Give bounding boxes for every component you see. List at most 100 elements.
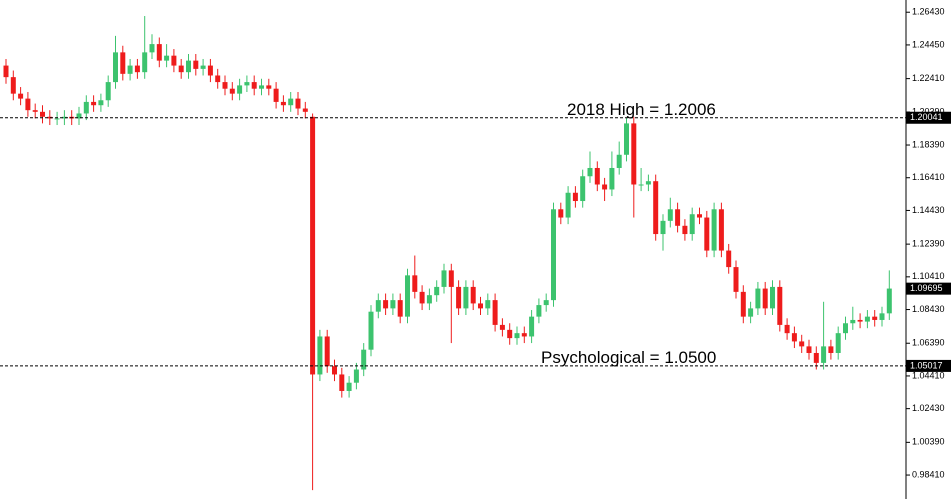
candle-body xyxy=(332,366,337,375)
candle-body xyxy=(273,88,279,102)
y-tick-label: 1.06390 xyxy=(912,338,945,348)
candle-body xyxy=(478,303,483,309)
candle-body xyxy=(47,116,53,119)
candle-body xyxy=(288,98,294,106)
candle-body xyxy=(3,65,9,78)
candle-body xyxy=(375,300,381,312)
candle-body xyxy=(346,382,352,391)
candle-body xyxy=(551,209,556,301)
candle-body xyxy=(98,100,104,106)
candle-body xyxy=(514,333,520,339)
candle-body xyxy=(784,324,790,334)
candle-body xyxy=(740,291,746,317)
candle-body xyxy=(485,300,491,309)
candle-body xyxy=(587,167,593,177)
candle-body xyxy=(565,192,571,218)
y-tick-label: 1.02430 xyxy=(912,403,945,413)
candle-body xyxy=(295,98,301,109)
candle-body xyxy=(609,167,615,190)
candle-body xyxy=(324,336,330,367)
y-tick-label: 1.14430 xyxy=(912,205,945,215)
candle-body xyxy=(821,346,827,363)
y-tick-label: 1.00390 xyxy=(912,437,945,447)
candle-body xyxy=(572,192,578,202)
candle-body xyxy=(237,85,243,94)
candle-body xyxy=(32,110,38,112)
candle-body xyxy=(748,308,754,317)
candle-body xyxy=(675,209,681,226)
candle-body xyxy=(791,333,797,342)
candle-body xyxy=(259,85,264,89)
y-tick-label: 1.20390 xyxy=(912,106,945,116)
candle-body xyxy=(127,65,133,74)
candle-body xyxy=(339,374,345,391)
candle-body xyxy=(777,286,783,325)
y-tick-label: 1.08430 xyxy=(912,304,945,314)
candle-body xyxy=(470,286,476,304)
candle-body xyxy=(697,214,702,218)
candle-body xyxy=(835,333,841,353)
candle-body xyxy=(755,288,761,309)
candle-body xyxy=(594,167,600,185)
y-tick-label: 1.24450 xyxy=(912,39,945,49)
price-label: 1.05017 xyxy=(910,360,943,370)
candle-body xyxy=(200,65,206,69)
candle-body xyxy=(726,250,732,268)
candle-body xyxy=(25,98,31,111)
candle-body xyxy=(886,288,892,314)
current-price-label: 1.09695 xyxy=(910,283,943,293)
candle-body xyxy=(799,341,805,347)
price-label: 1.20041 xyxy=(910,112,943,122)
candle-body xyxy=(229,88,235,94)
y-tick-label: 1.22410 xyxy=(912,73,945,83)
candle-body xyxy=(580,176,586,202)
annotation: Psychological = 1.0500 xyxy=(541,348,716,367)
candle-body xyxy=(105,82,111,101)
candle-body xyxy=(120,52,126,74)
y-tick-label: 1.26430 xyxy=(912,7,945,17)
candle-body xyxy=(251,82,257,89)
candle-body xyxy=(864,316,870,322)
candle-body xyxy=(310,116,316,375)
candle-body xyxy=(397,300,403,317)
y-tick-label: 0.98410 xyxy=(912,469,945,479)
candle-body xyxy=(353,369,359,383)
candle-body xyxy=(186,60,191,73)
candle-body xyxy=(222,82,228,89)
candle-body xyxy=(543,300,549,306)
y-tick-label: 1.16410 xyxy=(912,172,945,182)
candle-body xyxy=(134,65,140,73)
candle-body xyxy=(456,286,462,309)
candle-body xyxy=(54,118,60,120)
y-tick-label: 1.10410 xyxy=(912,271,945,281)
candle-body xyxy=(10,77,16,94)
candle-body xyxy=(91,101,97,106)
candle-body xyxy=(361,349,367,370)
candle-body xyxy=(463,286,469,309)
candle-body xyxy=(412,275,418,292)
candle-body xyxy=(711,209,717,251)
candle-body xyxy=(383,300,389,309)
candle-body xyxy=(76,113,82,119)
candle-body xyxy=(660,220,666,235)
candle-body xyxy=(266,85,272,89)
annotation: 2018 High = 1.2006 xyxy=(567,100,716,119)
candle-body xyxy=(448,270,454,287)
candle-body xyxy=(850,319,856,324)
price-label-box xyxy=(906,111,951,124)
candle-body xyxy=(302,108,308,112)
candle-body xyxy=(142,52,148,73)
candle-body xyxy=(638,184,644,186)
candle-body xyxy=(704,217,710,251)
candle-body xyxy=(426,295,432,304)
candle-body xyxy=(682,225,688,235)
candle-body xyxy=(536,305,542,317)
candle-body xyxy=(857,319,863,322)
candle-body xyxy=(872,316,878,320)
candle-body xyxy=(419,291,425,304)
candle-body xyxy=(879,313,885,320)
candle-body xyxy=(689,214,695,235)
candle-body xyxy=(171,55,177,66)
candle-body xyxy=(631,123,637,185)
